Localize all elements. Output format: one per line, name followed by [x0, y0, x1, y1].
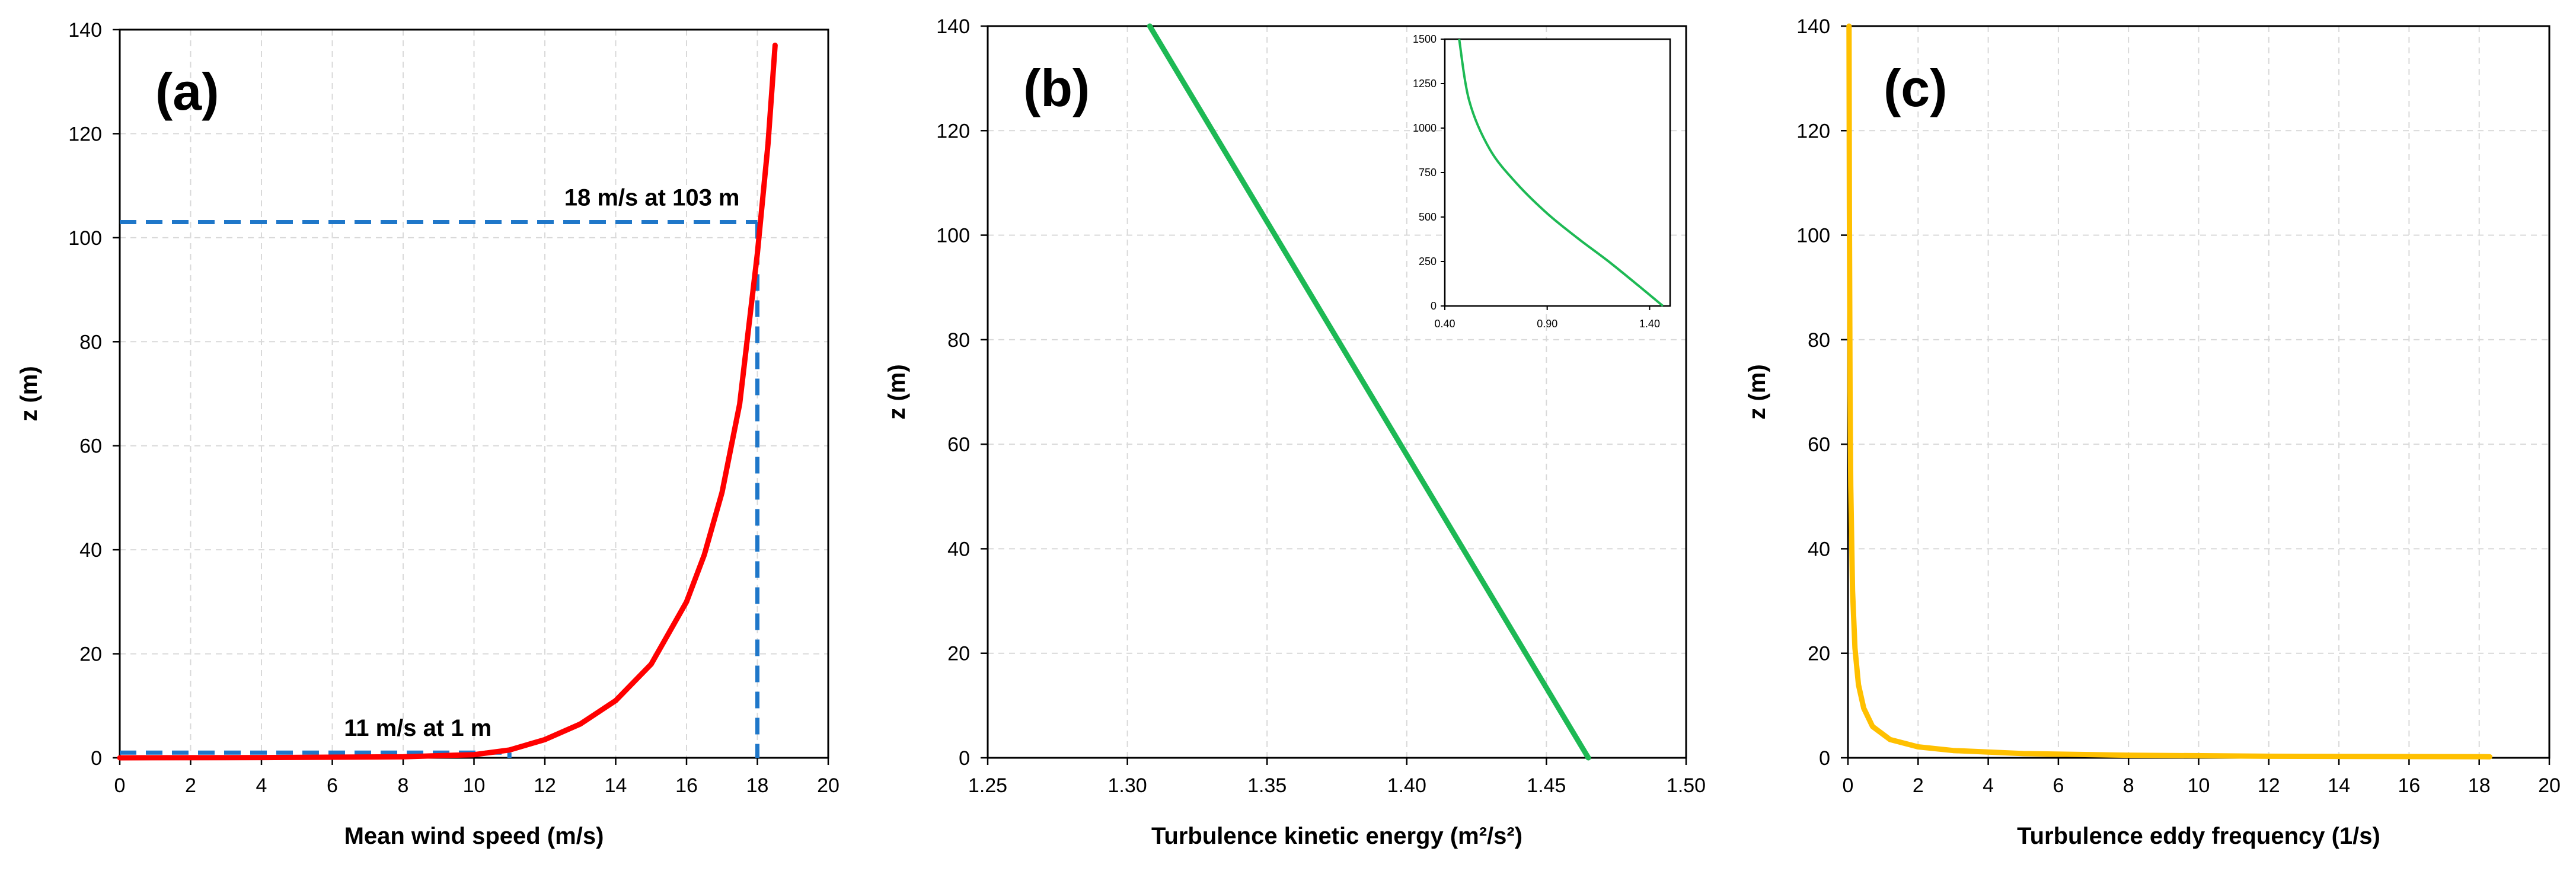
- x-tick-label: 0: [1843, 774, 1854, 797]
- x-tick-label: 10: [2188, 774, 2210, 797]
- x-tick-label: 1.30: [1108, 774, 1147, 797]
- plot-frame: [987, 25, 1687, 759]
- inset-frame: [1444, 38, 1671, 307]
- x-tick-label: 8: [2123, 774, 2134, 797]
- x-tick-label: 16: [2398, 774, 2420, 797]
- x-tick-label: 18: [746, 774, 769, 797]
- x-tick-label: 1.45: [1527, 774, 1566, 797]
- y-tick-label: 80: [1808, 329, 1830, 352]
- inset-x-tick-label: 0.90: [1537, 318, 1557, 330]
- y-tick-label: 0: [91, 747, 102, 770]
- series-line: [1147, 23, 1591, 761]
- x-tick-label: 10: [463, 774, 486, 797]
- x-tick-label: 18: [2468, 774, 2491, 797]
- x-tick-label: 1.40: [1387, 774, 1426, 797]
- x-tick-label: 20: [2538, 774, 2561, 797]
- x-tick-label: 20: [817, 774, 839, 797]
- x-axis-title: Turbulence eddy frequency (1/s): [2017, 823, 2380, 849]
- x-tick-label: 1.35: [1247, 774, 1287, 797]
- inset-y-tick-label: 250: [1419, 256, 1437, 267]
- y-tick-label: 120: [936, 120, 970, 142]
- y-tick-label: 140: [68, 19, 102, 42]
- y-tick-label: 100: [68, 227, 102, 250]
- y-tick-label: 80: [947, 329, 970, 352]
- y-tick-label: 140: [1796, 15, 1830, 38]
- x-tick-label: 1.25: [968, 774, 1007, 797]
- y-tick-label: 120: [1796, 120, 1830, 142]
- x-axis-title: Turbulence kinetic energy (m²/s²): [1151, 823, 1522, 849]
- y-axis-title: z (m): [16, 366, 42, 421]
- annotation-label: 18 m/s at 103 m: [564, 185, 740, 211]
- panel-b: 1.25 1.30 1.35 1.40 1.45 1.50 0 20 40 60 80 100 120 1…: [884, 15, 1706, 849]
- panel-label: (a): [155, 62, 219, 121]
- x-tick-label: 12: [2258, 774, 2280, 797]
- y-tick-label: 40: [1808, 538, 1830, 560]
- inset-y-tick-label: 1000: [1413, 122, 1437, 134]
- inset-x-tick-label: 0.40: [1434, 318, 1455, 330]
- x-tick-label: 2: [185, 774, 196, 797]
- y-tick-label: 0: [1819, 747, 1830, 770]
- inset-chart: 0.40 0.90 1.40 0 250 500 750 1000 1250 1500: [1413, 33, 1671, 330]
- x-tick-label: 16: [675, 774, 698, 797]
- y-axis-title: z (m): [884, 364, 910, 419]
- y-tick-label: 0: [959, 747, 970, 770]
- x-tick-label: 6: [2052, 774, 2064, 797]
- x-tick-label: 14: [2328, 774, 2350, 797]
- y-tick-label: 40: [79, 539, 102, 562]
- x-tick-label: 1.50: [1667, 774, 1706, 797]
- panel-c: 0 2 4 6 8 10 12 14 16 18 20 0 20 40 60 80 100 120 140 Turbu…: [1744, 15, 2561, 849]
- x-tick-label: 4: [1983, 774, 1994, 797]
- y-tick-label: 20: [947, 643, 970, 665]
- series-line: [1846, 23, 2492, 760]
- panel-a: 0 2 4 6 8 10 12 14 16 18 20 0 20 40 60 80 100 120 140 Mean …: [16, 19, 839, 849]
- inset-x-tick-label: 1.40: [1639, 318, 1660, 330]
- y-tick-label: 20: [79, 643, 102, 666]
- inset-y-tick-label: 0: [1431, 300, 1437, 312]
- y-axis-title: z (m): [1744, 364, 1770, 419]
- inset-y-tick-label: 500: [1419, 211, 1437, 223]
- panel-label: (c): [1884, 59, 1948, 117]
- y-tick-label: 60: [1808, 433, 1830, 456]
- inset-y-tick-label: 1250: [1413, 78, 1437, 90]
- x-tick-label: 14: [605, 774, 627, 797]
- y-tick-label: 120: [68, 123, 102, 145]
- x-tick-label: 12: [534, 774, 556, 797]
- y-tick-label: 80: [79, 331, 102, 353]
- y-tick-label: 60: [947, 433, 970, 456]
- x-tick-label: 2: [1913, 774, 1924, 797]
- panel-label: (b): [1023, 59, 1090, 117]
- series-line: [117, 42, 778, 761]
- inset-series-line: [1458, 39, 1664, 307]
- x-tick-label: 4: [256, 774, 267, 797]
- inset-y-tick-label: 1500: [1413, 33, 1437, 45]
- x-tick-label: 8: [398, 774, 409, 797]
- x-tick-label: 0: [114, 774, 126, 797]
- y-tick-label: 140: [936, 15, 970, 38]
- y-tick-label: 100: [1796, 225, 1830, 247]
- y-tick-label: 20: [1808, 643, 1830, 665]
- x-tick-label: 6: [327, 774, 338, 797]
- y-tick-label: 100: [936, 225, 970, 247]
- y-tick-label: 40: [947, 538, 970, 560]
- y-tick-label: 60: [79, 435, 102, 458]
- x-axis-title: Mean wind speed (m/s): [344, 823, 604, 849]
- inset-y-tick-label: 750: [1419, 167, 1437, 178]
- annotation-label: 11 m/s at 1 m: [344, 715, 491, 741]
